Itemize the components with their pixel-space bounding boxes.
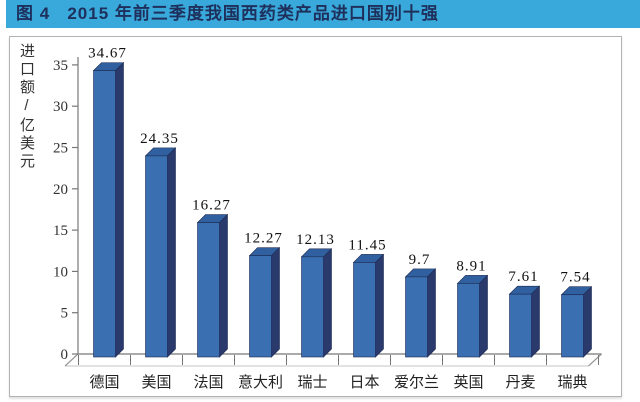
bar-front-face — [93, 70, 116, 358]
value-label: 8.91 — [456, 258, 486, 274]
category-label: 意大利 — [238, 373, 283, 391]
bar-side-face — [427, 268, 436, 358]
y-tick-label: 20 — [53, 182, 68, 198]
bar — [508, 285, 541, 358]
value-label: 11.45 — [348, 237, 386, 253]
bar-side-face — [115, 61, 124, 358]
bar-front-face — [561, 294, 584, 358]
floor-left-edge — [64, 353, 79, 367]
y-axis-title: 进口额/亿美元 — [18, 43, 35, 171]
figure-title: 图 4 2015 年前三季度我国西药类产品进口国别十强 — [6, 0, 640, 28]
bar-front-face — [457, 283, 480, 358]
category-label: 爱尔兰 — [394, 374, 439, 391]
category-label: 法国 — [193, 374, 223, 391]
y-tick-label: 25 — [53, 141, 68, 157]
bar-side-face — [271, 246, 280, 358]
value-label: 12.27 — [244, 231, 283, 247]
bar-side-face — [219, 213, 228, 358]
value-label: 7.61 — [508, 269, 538, 285]
bar-side-face — [531, 285, 540, 358]
value-label: 7.54 — [560, 270, 590, 286]
y-tick-label: 10 — [53, 264, 68, 280]
category-label: 丹麦 — [505, 374, 535, 391]
bar-chart: 0 5 10 15 20 25 30 35 34.67 德国 24.35 美国 16.27 法国 12.27… — [53, 46, 602, 391]
bar-side-face — [323, 248, 332, 358]
y-tick-label: 35 — [53, 58, 68, 74]
category-label: 美国 — [141, 374, 171, 391]
bar-front-face — [353, 262, 376, 358]
bar-front-face — [145, 155, 168, 358]
bar-side-face — [479, 274, 488, 358]
y-tick-label: 5 — [61, 306, 69, 322]
bar — [404, 268, 437, 358]
bar-front-face — [509, 293, 532, 358]
category-label: 瑞士 — [297, 374, 327, 391]
bar-front-face — [301, 256, 324, 358]
value-label: 34.67 — [88, 46, 127, 62]
bar — [92, 61, 125, 358]
value-label: 12.13 — [296, 232, 335, 248]
bar-side-face — [583, 285, 592, 358]
category-label: 德国 — [89, 373, 119, 391]
category-label: 日本 — [349, 374, 379, 391]
y-tick-label: 0 — [61, 347, 69, 363]
value-label: 24.35 — [140, 131, 179, 147]
category-label: 英国 — [453, 373, 483, 391]
bar — [248, 246, 281, 358]
bar-side-face — [167, 147, 176, 358]
bar — [352, 253, 385, 358]
y-tick-label: 30 — [53, 99, 68, 115]
floor-right-edge — [588, 353, 602, 367]
bar-front-face — [405, 276, 428, 358]
bar — [456, 274, 489, 358]
y-tick-label: 15 — [53, 223, 68, 239]
bar — [144, 147, 177, 358]
bar — [560, 285, 593, 358]
chart-frame: 进口额/亿美元 0 5 10 15 20 25 30 35 34.67 德国 24.35 美国 16.2… — [9, 36, 622, 397]
bar-front-face — [197, 222, 220, 358]
bar-front-face — [249, 255, 272, 358]
value-label: 16.27 — [192, 198, 231, 214]
value-label: 9.7 — [409, 252, 431, 268]
bar — [300, 248, 333, 358]
bar — [196, 213, 229, 358]
bar-side-face — [375, 253, 384, 358]
category-label: 瑞典 — [557, 374, 587, 391]
